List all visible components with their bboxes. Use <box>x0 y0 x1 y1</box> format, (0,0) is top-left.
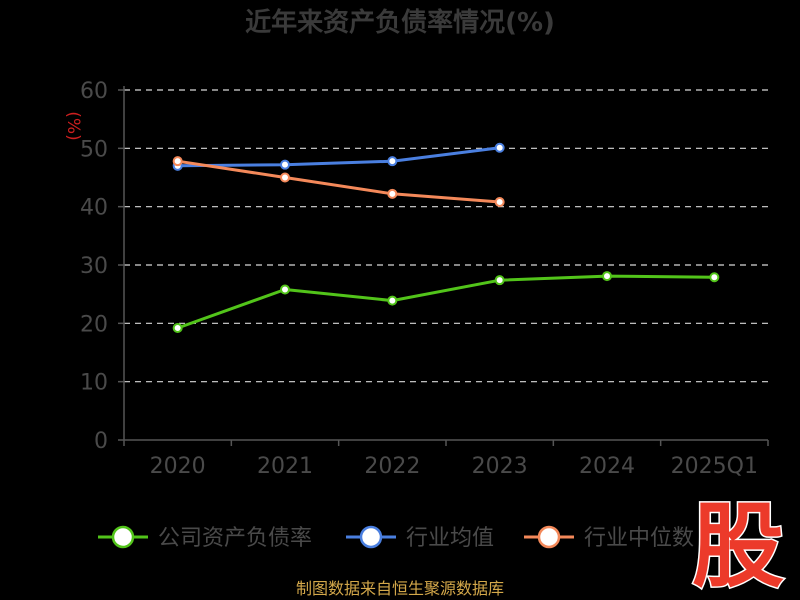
data-point <box>387 188 398 199</box>
legend-label: 行业中位数 <box>584 526 694 551</box>
data-point <box>494 275 505 286</box>
series-line <box>177 159 500 204</box>
watermark-logo: 股 <box>690 492 785 600</box>
legend-marker <box>359 525 383 549</box>
chart-title: 近年来资产负债率情况(%) <box>245 7 555 38</box>
legend-label: 公司资产负债率 <box>158 526 312 551</box>
x-tick-label: 2021 <box>257 454 313 479</box>
data-point <box>494 197 505 207</box>
x-tick-label: 2022 <box>364 454 420 479</box>
y-axis-label: (%) <box>63 111 83 140</box>
x-tick-label: 2020 <box>150 454 206 479</box>
data-point <box>280 159 290 170</box>
data-source-note: 制图数据来自恒生聚源数据库 <box>296 579 504 598</box>
series-line <box>177 146 500 168</box>
legend-label: 行业均值 <box>406 526 494 551</box>
data-point <box>387 295 398 306</box>
watermark-glyph: 股 <box>692 493 784 600</box>
legend[interactable]: 公司资产负债率 行业均值 行业中位数 <box>98 525 694 551</box>
y-tick-label: 30 <box>80 254 108 279</box>
y-tick-label: 40 <box>80 196 108 221</box>
data-point <box>280 172 290 183</box>
y-tick-label: 50 <box>80 137 108 162</box>
legend-marker <box>537 525 561 549</box>
x-tick-label: 2025Q1 <box>671 454 758 479</box>
legend-item[interactable]: 行业中位数 <box>524 525 694 551</box>
data-point <box>172 323 183 333</box>
y-tick-label: 20 <box>80 312 108 337</box>
data-point <box>172 156 183 167</box>
x-tick-label: 2023 <box>472 454 528 479</box>
data-point <box>602 271 612 282</box>
y-tick-label: 60 <box>80 79 108 104</box>
x-tick-label: 2024 <box>579 454 635 479</box>
y-tick-label: 10 <box>80 371 108 396</box>
legend-item[interactable]: 行业均值 <box>346 525 494 551</box>
data-point <box>280 284 290 295</box>
series-0 <box>172 271 720 333</box>
legend-marker <box>111 525 135 549</box>
axes: 0 10 20 30 40 50 60 2020 2021 2022 2023 2024 2025Q1 <box>80 79 769 479</box>
series-1 <box>172 142 505 171</box>
data-point <box>709 272 720 283</box>
data-point <box>387 156 398 167</box>
series-line <box>177 274 715 330</box>
y-tick-label: 0 <box>94 429 108 454</box>
series <box>172 142 720 333</box>
data-point <box>494 142 505 153</box>
grid <box>124 89 768 383</box>
series-2 <box>172 156 505 207</box>
legend-item[interactable]: 公司资产负债率 <box>98 525 312 551</box>
